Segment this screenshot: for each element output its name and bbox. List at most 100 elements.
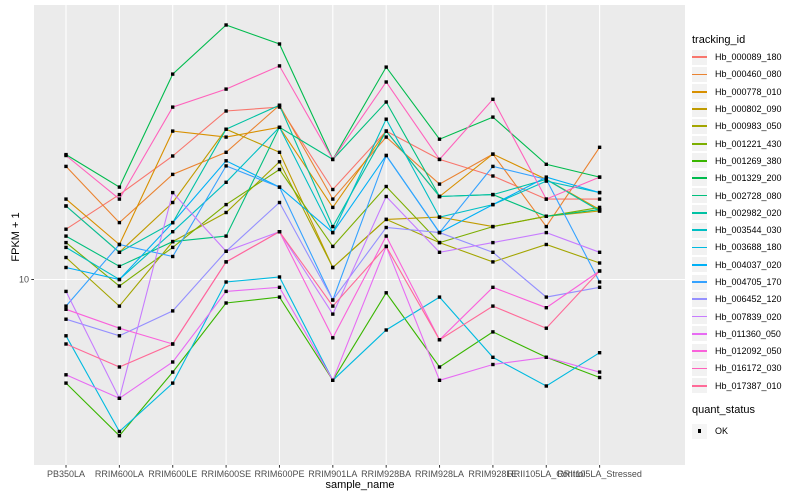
data-point <box>224 280 228 284</box>
data-point <box>277 105 282 109</box>
data-point <box>437 295 442 299</box>
data-point <box>384 100 388 104</box>
series-color-key-icon <box>692 153 707 169</box>
data-point <box>171 370 175 374</box>
legend-entry-label: Hb_017387_010 <box>715 380 782 391</box>
data-point <box>384 194 388 199</box>
data-point <box>597 175 602 179</box>
data-point <box>597 250 602 254</box>
data-point <box>544 197 548 201</box>
legend-entry-label: Hb_000089_180 <box>715 52 782 63</box>
data-point <box>224 135 228 139</box>
data-point <box>597 197 602 201</box>
data-point <box>544 175 548 179</box>
legend-entry-Hb_000089_180: Hb_000089_180 <box>692 49 782 66</box>
data-point <box>64 255 68 260</box>
data-point <box>117 242 122 247</box>
data-point <box>64 204 68 208</box>
data-point <box>117 220 122 225</box>
data-point <box>277 64 282 68</box>
data-point <box>384 225 388 230</box>
data-point <box>437 378 442 382</box>
legend-entry-label: Hb_001269_380 <box>715 155 782 166</box>
data-point <box>384 234 388 238</box>
data-point <box>117 326 122 330</box>
tracking-id-legend: Hb_000089_180 Hb_000460_080 Hb_000778_010 H… <box>692 49 782 395</box>
data-point <box>597 205 602 210</box>
data-point <box>277 103 282 107</box>
data-point <box>437 157 442 162</box>
data-point <box>491 174 495 178</box>
series-color-key-icon <box>692 66 707 82</box>
data-point <box>64 307 68 311</box>
legend-entry-Hb_001221_430: Hb_001221_430 <box>692 135 782 152</box>
legend-entry-Hb_004037_020: Hb_004037_020 <box>692 256 782 273</box>
series-color-key-icon <box>692 49 707 65</box>
data-point <box>224 202 228 207</box>
data-point <box>331 312 335 316</box>
data-point <box>384 153 388 158</box>
data-point <box>224 260 228 264</box>
legend-entry-label: Hb_000778_010 <box>715 86 782 97</box>
x-tick-label: RRIM928BA <box>361 469 411 479</box>
legend-entry-Hb_001329_200: Hb_001329_200 <box>692 170 782 187</box>
data-point <box>597 375 602 380</box>
data-point <box>491 285 495 289</box>
data-point <box>331 244 335 249</box>
data-point <box>597 370 602 374</box>
data-point <box>171 360 175 364</box>
data-point <box>64 334 68 338</box>
data-point <box>277 167 282 172</box>
data-point <box>597 145 602 149</box>
x-tick-label: RRIM600LA <box>95 469 144 479</box>
legend-entry-ok: OK <box>692 423 728 440</box>
data-point <box>171 239 175 244</box>
data-point <box>117 396 122 400</box>
data-point <box>544 306 548 310</box>
data-point <box>491 304 495 308</box>
data-point <box>277 285 282 289</box>
data-point <box>117 250 122 254</box>
data-point <box>384 184 388 189</box>
data-point <box>384 65 388 69</box>
quant-status-legend: OK <box>692 423 728 440</box>
data-point <box>117 284 122 288</box>
series-color-key-icon <box>692 118 707 134</box>
x-tick-label: RRIM928LA <box>415 469 464 479</box>
legend-entry-label: Hb_001221_430 <box>715 138 782 149</box>
data-point <box>277 200 282 205</box>
data-point <box>384 117 388 121</box>
data-point <box>491 250 495 254</box>
data-point <box>64 304 68 308</box>
series-color-key-icon <box>692 101 707 117</box>
data-point <box>331 298 335 302</box>
legend-entry-label: Hb_000983_050 <box>715 121 782 132</box>
legend-entry-Hb_016172_030: Hb_016172_030 <box>692 360 782 377</box>
data-point <box>437 250 442 254</box>
data-point <box>117 192 122 197</box>
legend-entry-label: Hb_001329_200 <box>715 173 782 184</box>
data-point <box>544 384 548 388</box>
legend-entry-Hb_006452_120: Hb_006452_120 <box>692 291 782 308</box>
data-point <box>491 355 495 359</box>
data-point <box>331 197 335 201</box>
data-point <box>64 197 68 201</box>
data-point <box>491 224 495 229</box>
data-point <box>64 373 68 377</box>
data-point <box>437 215 442 219</box>
data-point <box>117 277 122 282</box>
series-color-key-icon <box>692 222 707 238</box>
data-point <box>491 164 495 169</box>
x-tick-label: RRIM600LE <box>148 469 197 479</box>
legend-entry-label: Hb_004705_170 <box>715 277 782 287</box>
data-point <box>331 224 335 229</box>
data-point <box>544 177 548 182</box>
y-tick-label: 10 <box>19 274 29 284</box>
data-point <box>64 245 68 250</box>
data-point <box>384 328 388 332</box>
data-point <box>64 265 68 270</box>
legend-entry-Hb_002982_020: Hb_002982_020 <box>692 204 782 221</box>
legend-entry-label: Hb_012092_050 <box>715 346 782 357</box>
